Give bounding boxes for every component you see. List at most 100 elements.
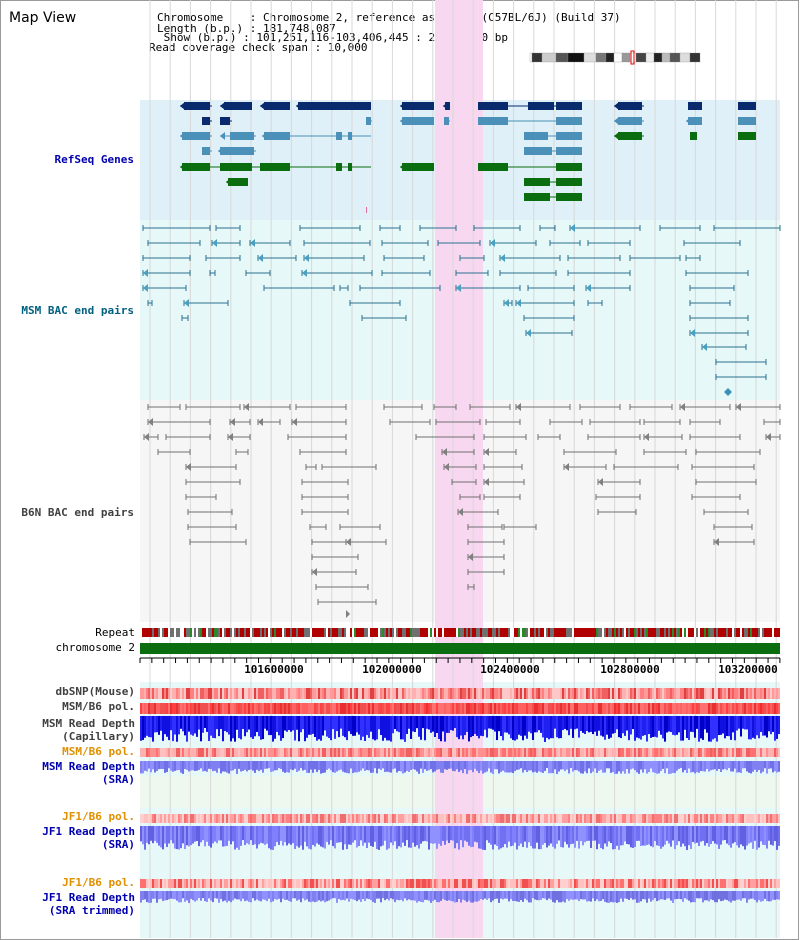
track-label-msm-depth-sra[interactable]: MSM Read Depth bbox=[42, 760, 135, 773]
depth-bar bbox=[706, 891, 708, 901]
track-label-msm-bac[interactable]: MSM BAC end pairs bbox=[21, 304, 134, 317]
depth-bar bbox=[656, 716, 658, 738]
depth-bar bbox=[240, 761, 242, 772]
heat-cell bbox=[418, 703, 420, 714]
depth-bar bbox=[186, 826, 188, 846]
depth-bar bbox=[634, 826, 636, 847]
track-label-jf1-b6-pol-trim[interactable]: JF1/B6 pol. bbox=[62, 876, 135, 889]
heat-cell bbox=[348, 688, 350, 699]
heat-cell bbox=[494, 879, 496, 888]
depth-bar bbox=[730, 826, 732, 848]
heat-cell bbox=[694, 748, 696, 757]
depth-bar bbox=[510, 761, 512, 773]
heat-cell bbox=[196, 748, 198, 757]
depth-bar bbox=[776, 826, 778, 850]
track-label-msm-depth-cap[interactable]: MSM Read Depth bbox=[42, 717, 135, 730]
heat-cell bbox=[518, 748, 520, 757]
depth-bar bbox=[674, 891, 676, 900]
heat-cell bbox=[308, 688, 310, 699]
track-label-dbsnp[interactable]: dbSNP(Mouse) bbox=[55, 685, 135, 698]
depth-bar bbox=[524, 826, 526, 842]
repeat-mark bbox=[224, 628, 226, 637]
heat-cell bbox=[374, 879, 376, 888]
track-label-jf1-depth-trim[interactable]: JF1 Read Depth bbox=[42, 891, 135, 904]
heat-cell bbox=[446, 814, 448, 823]
msm-pair-marker bbox=[143, 284, 148, 292]
heat-cell bbox=[288, 748, 290, 757]
heat-cell bbox=[384, 688, 386, 699]
depth-bar bbox=[158, 761, 160, 770]
depth-bar bbox=[180, 761, 182, 773]
b6n-pair-marker bbox=[144, 433, 149, 441]
heat-cell bbox=[614, 814, 616, 823]
heat-cell bbox=[502, 814, 504, 823]
depth-bar bbox=[624, 826, 626, 842]
heat-cell bbox=[286, 748, 288, 757]
b6n-pair-marker bbox=[736, 403, 741, 411]
heat-cell bbox=[716, 814, 718, 823]
depth-bar bbox=[456, 716, 458, 738]
depth-bar bbox=[246, 716, 248, 733]
track-label-jf1-depth[interactable]: JF1 Read Depth bbox=[42, 825, 135, 838]
heat-cell bbox=[702, 879, 704, 888]
heat-cell bbox=[704, 688, 706, 699]
depth-bar bbox=[336, 761, 338, 772]
heat-cell bbox=[208, 879, 210, 888]
track-label-msm-b6-pol[interactable]: MSM/B6 pol. bbox=[62, 700, 135, 713]
heat-cell bbox=[642, 748, 644, 757]
depth-bar bbox=[310, 761, 312, 770]
heat-cell bbox=[462, 879, 464, 888]
heat-cell bbox=[248, 688, 250, 699]
depth-bar bbox=[232, 826, 234, 842]
depth-bar bbox=[724, 761, 726, 769]
heat-cell bbox=[684, 703, 686, 714]
track-label-jf1-b6-pol[interactable]: JF1/B6 pol. bbox=[62, 810, 135, 823]
heat-cell bbox=[518, 688, 520, 699]
heat-cell bbox=[474, 688, 476, 699]
heat-cell bbox=[158, 879, 160, 888]
depth-bar bbox=[676, 891, 678, 899]
heat-cell bbox=[670, 879, 672, 888]
repeat-mark bbox=[284, 628, 286, 637]
depth-bar bbox=[728, 891, 730, 902]
depth-bar bbox=[264, 891, 266, 900]
heat-cell bbox=[350, 879, 352, 888]
repeat-mark bbox=[300, 628, 302, 637]
depth-bar bbox=[324, 891, 326, 903]
depth-bar bbox=[304, 891, 306, 901]
depth-bar bbox=[690, 761, 692, 773]
depth-bar bbox=[374, 716, 376, 741]
heat-cell bbox=[524, 688, 526, 699]
heat-cell bbox=[256, 703, 258, 714]
heat-cell bbox=[542, 688, 544, 699]
heat-cell bbox=[704, 748, 706, 757]
heat-cell bbox=[756, 748, 758, 757]
track-label-msm-b6-pol-sra[interactable]: MSM/B6 pol. bbox=[62, 745, 135, 758]
depth-bar bbox=[258, 826, 260, 845]
depth-bar bbox=[536, 716, 538, 733]
repeat-mark bbox=[342, 628, 344, 637]
heat-cell bbox=[308, 879, 310, 888]
depth-bar bbox=[246, 826, 248, 844]
depth-bar bbox=[380, 716, 382, 736]
depth-bar bbox=[774, 826, 776, 842]
depth-bar bbox=[492, 761, 494, 774]
depth-bar bbox=[408, 716, 410, 729]
heat-cell bbox=[352, 748, 354, 757]
heat-cell bbox=[558, 688, 560, 699]
repeat-mark bbox=[546, 628, 548, 637]
track-label-refseq[interactable]: RefSeq Genes bbox=[54, 153, 134, 166]
heat-cell bbox=[748, 688, 750, 699]
repeat-mark bbox=[506, 628, 508, 637]
depth-bar bbox=[766, 826, 768, 849]
depth-bar bbox=[450, 716, 452, 731]
depth-bar bbox=[714, 761, 716, 770]
heat-cell bbox=[734, 879, 736, 888]
heat-cell bbox=[414, 879, 416, 888]
heat-cell bbox=[508, 879, 510, 888]
heat-cell bbox=[596, 703, 598, 714]
heat-cell bbox=[146, 688, 148, 699]
track-label-b6n-bac[interactable]: B6N BAC end pairs bbox=[21, 506, 134, 519]
heat-cell bbox=[720, 748, 722, 757]
